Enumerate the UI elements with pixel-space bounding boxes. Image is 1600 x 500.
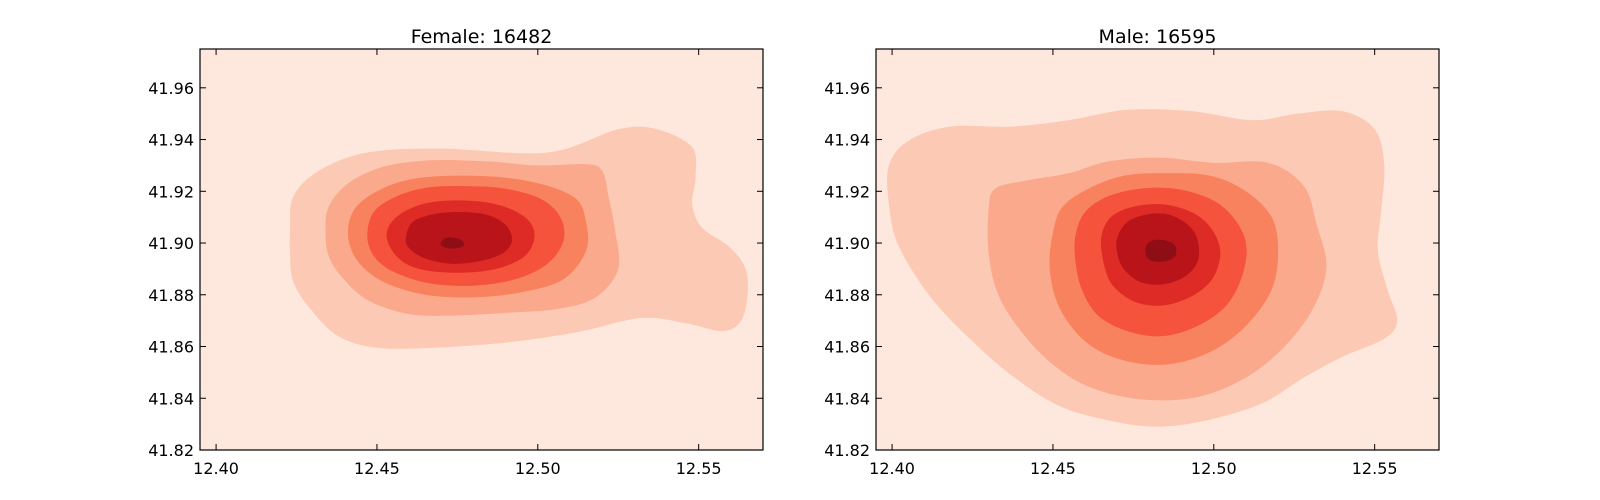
y-tick-label: 41.88 [148, 286, 194, 305]
y-tick-label: 41.92 [148, 182, 194, 201]
x-tick-label: 12.45 [1030, 459, 1076, 478]
axis-ticks: 12.40 12.45 12.50 12.55 41.82 41.84 41.86 41.88… [824, 49, 1439, 478]
x-tick-label: 12.55 [676, 459, 722, 478]
y-tick-label: 41.86 [148, 338, 194, 357]
y-tick-label: 41.82 [148, 441, 194, 460]
y-tick-label: 41.84 [148, 389, 194, 408]
y-tick-label: 41.96 [148, 79, 194, 98]
contour-layers [887, 109, 1398, 427]
y-tick-label: 41.90 [148, 234, 194, 253]
density-contour-level-6 [405, 211, 513, 264]
y-tick-label: 41.88 [824, 286, 870, 305]
x-tick-label: 12.50 [1191, 459, 1237, 478]
density-contour-level-7 [1145, 239, 1177, 262]
contour-layers [289, 126, 748, 349]
x-tick-label: 12.55 [1352, 459, 1398, 478]
panel-title: Male: 16595 [1099, 26, 1217, 48]
x-tick-label: 12.50 [515, 459, 561, 478]
female-density-panel: Female: 16482 12.40 12.45 12.50 12.55 41.82 4… [148, 26, 764, 478]
plot-frame [875, 48, 1440, 451]
axis-ticks: 12.40 12.45 12.50 12.55 41.82 41.84 41.86 41.88… [148, 49, 763, 478]
x-tick-label: 12.45 [354, 459, 400, 478]
y-tick-label: 41.94 [148, 131, 194, 150]
plot-frame [199, 48, 764, 451]
panel-title: Female: 16482 [411, 26, 553, 48]
y-tick-label: 41.82 [824, 441, 870, 460]
y-tick-label: 41.94 [824, 131, 870, 150]
male-density-panel: Male: 16595 12.40 12.45 12.50 12.55 41.82 41.… [824, 26, 1440, 478]
density-contour-level-7 [440, 237, 465, 249]
y-tick-label: 41.86 [824, 338, 870, 357]
y-tick-label: 41.90 [824, 234, 870, 253]
y-tick-label: 41.96 [824, 79, 870, 98]
y-tick-label: 41.92 [824, 182, 870, 201]
y-tick-label: 41.84 [824, 389, 870, 408]
x-tick-label: 12.40 [193, 459, 239, 478]
x-tick-label: 12.40 [869, 459, 915, 478]
